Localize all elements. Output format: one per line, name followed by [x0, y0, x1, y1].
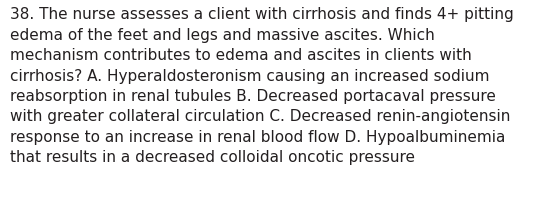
Text: 38. The nurse assesses a client with cirrhosis and finds 4+ pitting
edema of the: 38. The nurse assesses a client with cir…	[10, 7, 514, 165]
